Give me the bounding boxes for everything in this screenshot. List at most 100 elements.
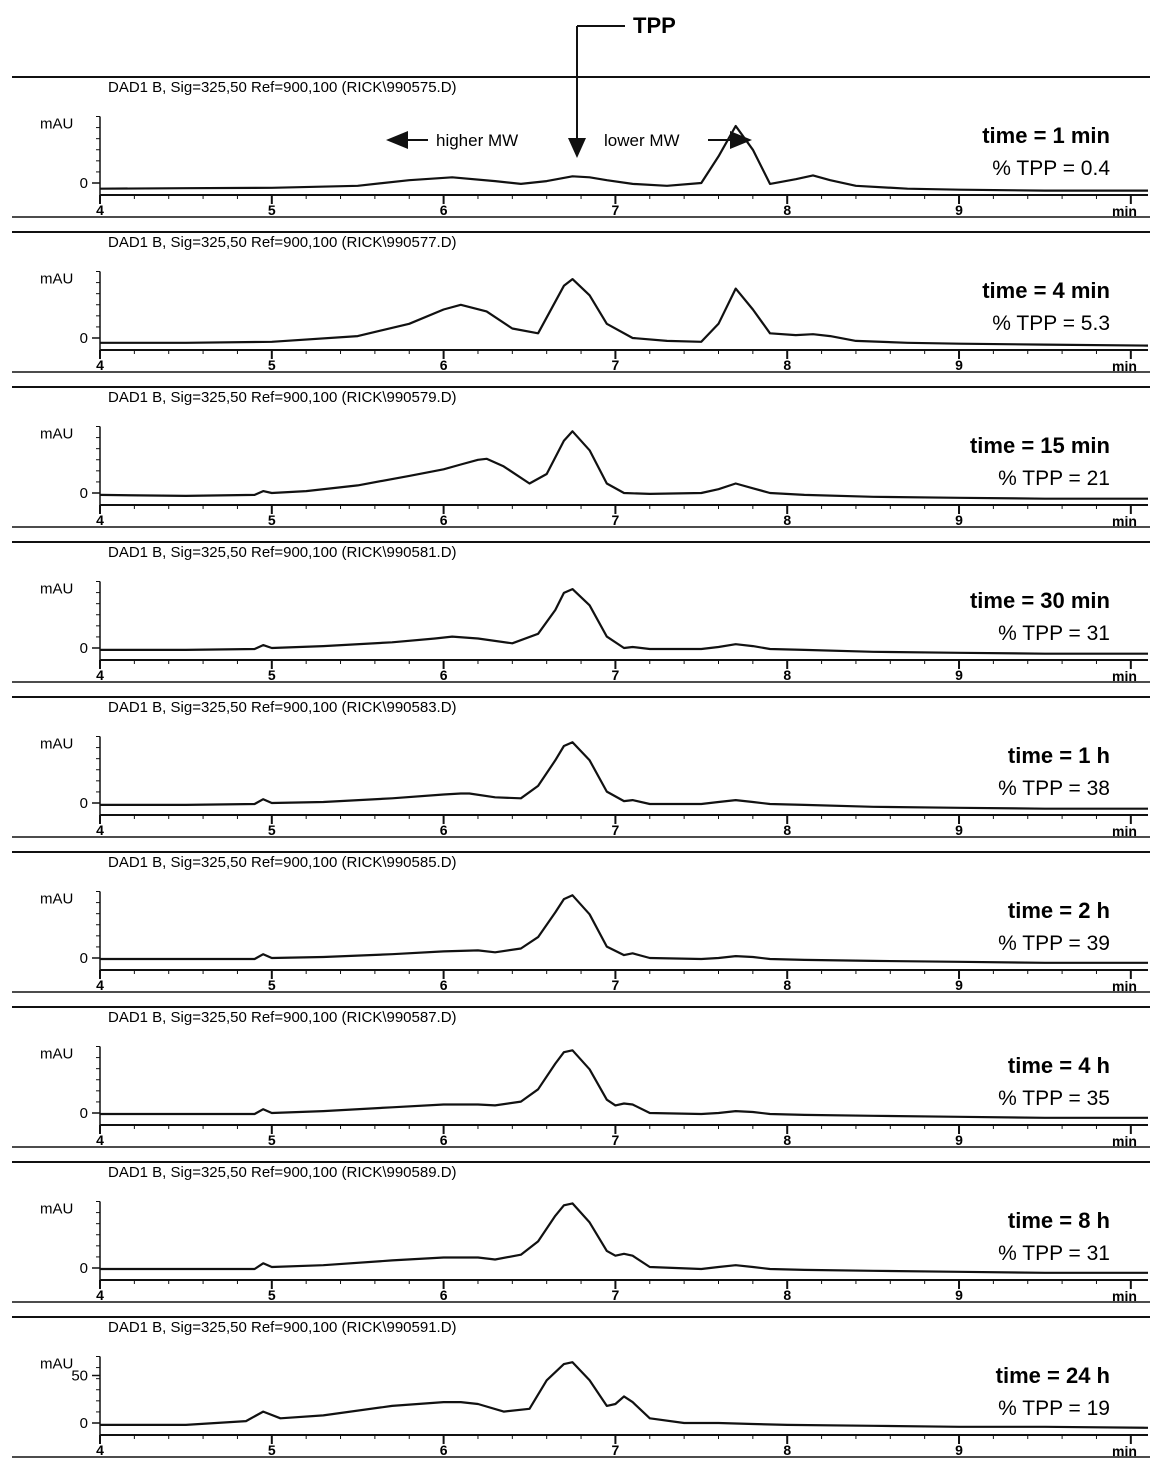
x-tick-label: 9 <box>955 512 963 528</box>
x-tick-label: 9 <box>955 667 963 683</box>
x-tick-label: 9 <box>955 822 963 838</box>
x-tick-label: 5 <box>268 357 276 373</box>
x-tick-label: 6 <box>440 512 448 528</box>
time-label: time = 8 h <box>1008 1208 1110 1233</box>
chromatogram-trace <box>100 1202 1148 1274</box>
x-tick-label: 4 <box>96 667 104 683</box>
x-tick-label: 4 <box>96 202 104 218</box>
x-tick-label: 7 <box>612 1287 620 1303</box>
mw-annotation: higher MW lower MW <box>386 131 752 150</box>
chromatogram-trace <box>100 894 1148 964</box>
x-unit-label: min <box>1112 1288 1137 1304</box>
chromatogram-trace <box>100 588 1148 655</box>
y-tick-label: 0 <box>80 330 88 347</box>
x-tick-label: 5 <box>268 1132 276 1148</box>
x-tick-label: 7 <box>612 512 620 528</box>
tpp-percent-label: % TPP = 31 <box>998 622 1110 645</box>
y-tick-label: 0 <box>80 640 88 657</box>
x-tick-label: 4 <box>96 1287 104 1303</box>
tpp-percent-label: % TPP = 21 <box>998 467 1110 490</box>
panel-header: DAD1 B, Sig=325,50 Ref=900,100 (RICK\990… <box>108 389 457 406</box>
tpp-marker: TPP <box>568 13 676 158</box>
y-axis-label: mAU <box>40 891 73 908</box>
x-unit-label: min <box>1112 978 1137 994</box>
x-tick-label: 4 <box>96 1132 104 1148</box>
tpp-percent-label: % TPP = 31 <box>998 1242 1110 1265</box>
panel-1: DAD1 B, Sig=325,50 Ref=900,100 (RICK\990… <box>12 76 1150 219</box>
tpp-percent-label: % TPP = 35 <box>998 1087 1110 1110</box>
y-tick-label: 0 <box>80 950 88 967</box>
panel-8: DAD1 B, Sig=325,50 Ref=900,100 (RICK\990… <box>12 1161 1150 1304</box>
x-tick-label: 8 <box>783 1442 791 1458</box>
panel-header: DAD1 B, Sig=325,50 Ref=900,100 (RICK\990… <box>108 234 457 251</box>
x-tick-label: 8 <box>783 667 791 683</box>
lower-mw-label: lower MW <box>604 131 680 150</box>
arrow-right-icon <box>730 131 752 149</box>
x-tick-label: 8 <box>783 1287 791 1303</box>
x-unit-label: min <box>1112 668 1137 684</box>
tpp-percent-label: % TPP = 5.3 <box>992 312 1110 335</box>
x-unit-label: min <box>1112 1443 1137 1459</box>
panel-header: DAD1 B, Sig=325,50 Ref=900,100 (RICK\990… <box>108 854 457 871</box>
x-tick-label: 5 <box>268 1442 276 1458</box>
arrow-left-icon <box>386 131 408 149</box>
y-axis-label: mAU <box>40 116 73 133</box>
x-tick-label: 6 <box>440 977 448 993</box>
x-tick-label: 9 <box>955 1287 963 1303</box>
x-tick-label: 6 <box>440 667 448 683</box>
x-unit-label: min <box>1112 823 1137 839</box>
x-tick-label: 4 <box>96 357 104 373</box>
x-tick-label: 6 <box>440 1287 448 1303</box>
time-label: time = 24 h <box>996 1363 1110 1388</box>
x-tick-label: 4 <box>96 977 104 993</box>
time-label: time = 30 min <box>970 588 1110 613</box>
x-tick-label: 7 <box>612 202 620 218</box>
x-tick-label: 7 <box>612 977 620 993</box>
x-tick-label: 7 <box>612 1132 620 1148</box>
panel-2: DAD1 B, Sig=325,50 Ref=900,100 (RICK\990… <box>12 231 1150 374</box>
x-tick-label: 5 <box>268 667 276 683</box>
chromatogram-trace <box>100 741 1148 810</box>
y-tick-label: 0 <box>80 1260 88 1277</box>
x-tick-label: 8 <box>783 822 791 838</box>
x-tick-label: 6 <box>440 822 448 838</box>
chromatogram-trace <box>100 1049 1148 1119</box>
x-tick-label: 6 <box>440 202 448 218</box>
tpp-percent-label: % TPP = 19 <box>998 1397 1110 1420</box>
x-tick-label: 6 <box>440 1442 448 1458</box>
panel-7: DAD1 B, Sig=325,50 Ref=900,100 (RICK\990… <box>12 1006 1150 1149</box>
tpp-arrow-head <box>568 138 586 158</box>
panel-9: DAD1 B, Sig=325,50 Ref=900,100 (RICK\990… <box>12 1316 1150 1459</box>
x-tick-label: 7 <box>612 822 620 838</box>
panel-header: DAD1 B, Sig=325,50 Ref=900,100 (RICK\990… <box>108 1009 457 1026</box>
time-label: time = 2 h <box>1008 898 1110 923</box>
higher-mw-label: higher MW <box>436 131 518 150</box>
x-tick-label: 8 <box>783 512 791 528</box>
x-tick-label: 7 <box>612 667 620 683</box>
y-axis-label: mAU <box>40 1356 73 1373</box>
x-tick-label: 9 <box>955 357 963 373</box>
x-unit-label: min <box>1112 513 1137 529</box>
x-tick-label: 7 <box>612 357 620 373</box>
x-tick-label: 5 <box>268 202 276 218</box>
panels: DAD1 B, Sig=325,50 Ref=900,100 (RICK\990… <box>12 76 1150 1459</box>
y-axis-label: mAU <box>40 736 73 753</box>
y-axis-label: mAU <box>40 581 73 598</box>
x-unit-label: min <box>1112 358 1137 374</box>
chromatogram-trace <box>99 430 1148 500</box>
x-tick-label: 9 <box>955 1132 963 1148</box>
time-label: time = 4 h <box>1008 1053 1110 1078</box>
y-axis-label: mAU <box>40 1201 73 1218</box>
tpp-percent-label: % TPP = 39 <box>998 932 1110 955</box>
chromatogram-trace <box>100 278 1149 347</box>
x-tick-label: 7 <box>612 1442 620 1458</box>
x-tick-label: 5 <box>268 977 276 993</box>
y-tick-label: 0 <box>80 175 88 192</box>
x-tick-label: 6 <box>440 1132 448 1148</box>
panel-header: DAD1 B, Sig=325,50 Ref=900,100 (RICK\990… <box>108 79 457 96</box>
y-tick-label: 0 <box>80 1105 88 1122</box>
x-tick-label: 6 <box>440 357 448 373</box>
panel-header: DAD1 B, Sig=325,50 Ref=900,100 (RICK\990… <box>108 699 457 716</box>
x-tick-label: 8 <box>783 202 791 218</box>
